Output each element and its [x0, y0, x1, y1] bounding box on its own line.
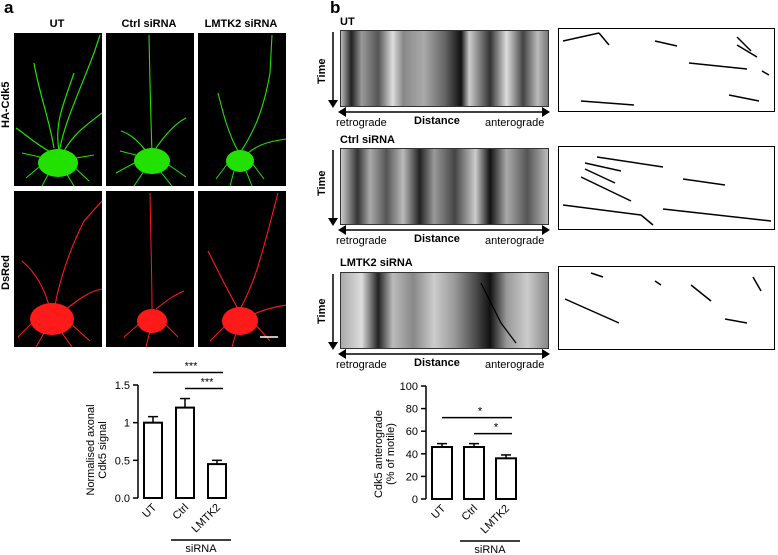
kymograph-title-lmtk2-sirna: LMTK2 siRNA	[340, 257, 413, 269]
y-tick-label: 60	[406, 426, 418, 438]
time-arrow-lmtk2-sirna	[328, 274, 338, 350]
chart-b-ylabel: Cdk5 anterograde	[373, 410, 385, 498]
row-label-ha-cdk5: HA-Cdk5	[0, 81, 12, 128]
bar-ut	[143, 421, 163, 500]
distance-arrow-ctrl-sirna	[338, 225, 550, 235]
group-label: siRNA	[474, 544, 506, 555]
chart-b: Cdk5 anterograde (% of motile) 0 20 40 60 80…	[373, 381, 520, 555]
significance-label: ***	[201, 377, 215, 389]
x-tick-label-lmtk2: LMTK2	[479, 503, 513, 537]
y-tick-label: 0	[412, 494, 418, 506]
chart-b-ylabel-line2: (% of motile)	[385, 423, 397, 485]
x-tick-label-ctrl: Ctrl	[460, 503, 481, 524]
micrograph-lmtk2-dsred	[198, 191, 286, 347]
column-label-ut: UT	[49, 18, 65, 30]
significance-label: *	[494, 422, 499, 434]
time-arrow-ctrl-sirna	[328, 150, 338, 226]
distance-label-ctrl-sirna: Distance	[414, 233, 460, 245]
y-tick-label: 1	[124, 418, 130, 430]
column-label-lmtk2-sirna: LMTK2 siRNA	[204, 18, 278, 30]
retrograde-label-ut: retrograde	[336, 117, 387, 129]
micrograph-ut-ha-cdk5	[14, 33, 102, 186]
anterograde-label-lmtk2-sirna: anterograde	[485, 359, 545, 371]
group-label: siRNA	[185, 543, 217, 555]
kymograph-title-ut: UT	[340, 16, 355, 28]
bar-ctrl	[463, 446, 485, 500]
kymograph-lmtk2-sirna	[340, 272, 549, 349]
y-tick-label: 0.0	[115, 493, 130, 505]
trace-ctrl-sirna	[558, 146, 775, 230]
distance-label-lmtk2-sirna: Distance	[414, 357, 460, 369]
kymograph-title-ctrl-sirna: Ctrl siRNA	[340, 134, 396, 146]
distance-arrow-lmtk2-sirna	[338, 349, 550, 359]
retrograde-label-ctrl-sirna: retrograde	[336, 235, 387, 247]
significance-label: ***	[185, 361, 199, 373]
bar-lmtk2	[207, 463, 227, 499]
micrograph-ctrl-dsred	[106, 191, 194, 347]
micrograph-lmtk2-ha-cdk5	[198, 33, 286, 186]
kymograph-ctrl-sirna	[340, 148, 549, 225]
y-tick-label: 1.5	[115, 380, 130, 392]
y-tick-label: 0.5	[115, 455, 130, 467]
x-tick-label-ctrl: Ctrl	[171, 502, 192, 523]
x-tick-label-ut: UT	[140, 501, 159, 520]
distance-label-ut: Distance	[414, 115, 460, 127]
y-tick-label: 40	[406, 449, 418, 461]
retrograde-label-lmtk2-sirna: retrograde	[336, 359, 387, 371]
y-tick-label: 80	[406, 404, 418, 416]
anterograde-label-ctrl-sirna: anterograde	[485, 235, 545, 247]
chart-a-ylabel: Normalised axonal	[85, 404, 97, 495]
chart-a-ylabel-line2: Cdk5 signal	[97, 421, 109, 478]
chart-a: Normalised axonal Cdk5 signal 0.0 0.5 1 1.5…	[85, 361, 231, 555]
trace-lmtk2-sirna	[558, 266, 775, 350]
micrograph-ctrl-ha-cdk5	[106, 33, 194, 186]
panel-a-letter: a	[4, 0, 14, 17]
time-arrow-ut	[328, 32, 338, 108]
panel-b-letter: b	[330, 0, 341, 17]
bar-ctrl	[175, 406, 195, 499]
y-tick-label: 100	[400, 381, 418, 393]
row-label-dsred: DsRed	[0, 255, 12, 290]
y-tick-label: 20	[406, 471, 418, 483]
micrograph-ut-dsred	[14, 191, 102, 347]
x-tick-label-ut: UT	[429, 502, 448, 521]
kymograph-ut	[340, 30, 549, 107]
distance-arrow-ut	[338, 107, 550, 117]
x-tick-label-lmtk2: LMTK2	[190, 502, 224, 536]
bar-lmtk2	[495, 457, 517, 500]
column-label-ctrl-sirna: Ctrl siRNA	[121, 18, 177, 30]
bar-ut	[431, 446, 453, 500]
anterograde-label-ut: anterograde	[485, 117, 545, 129]
significance-label: *	[478, 406, 483, 418]
trace-ut	[558, 28, 775, 112]
